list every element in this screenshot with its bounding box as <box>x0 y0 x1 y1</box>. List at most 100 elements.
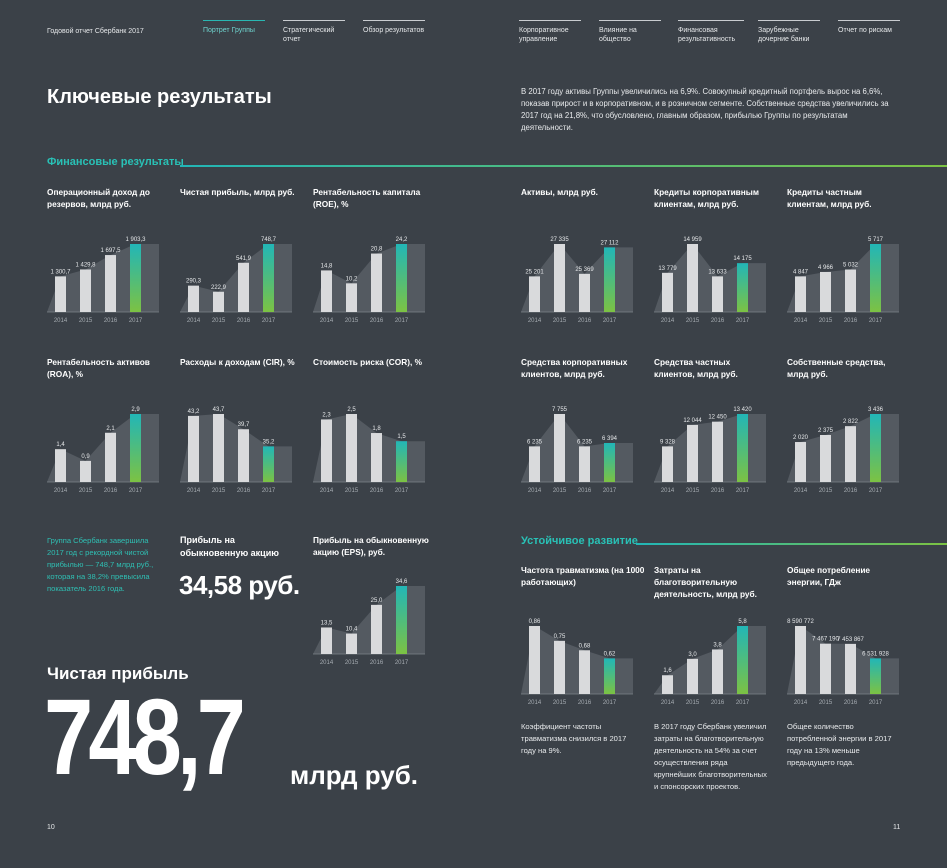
tick-label: 2016 <box>104 488 118 494</box>
net-profit-unit: млрд руб. <box>290 760 418 790</box>
data-label: 2 375 <box>818 428 834 434</box>
net-profit-label: Чистая прибыль <box>47 664 189 683</box>
page-title: Ключевые результаты <box>47 86 272 108</box>
tick-label: 2016 <box>844 318 858 324</box>
chart-bar <box>737 414 748 482</box>
data-label: 7 453 867 <box>837 637 864 643</box>
data-label: 0,75 <box>554 634 566 640</box>
tick-label: 2014 <box>54 318 68 324</box>
tick-label: 2014 <box>661 700 675 706</box>
tick-label: 2016 <box>711 488 725 494</box>
data-label: 5,8 <box>738 619 747 625</box>
chart-svg: 290,3 2014 222,9 2015 541,9 2016 748,7 2017 <box>180 237 292 324</box>
data-label: 0,62 <box>604 651 616 657</box>
chart-roa: 1,4 2014 0,9 2015 2,1 2016 2,9 2017 <box>47 392 159 496</box>
chart-svg: 6 235 2014 7 755 2015 6 235 2016 6 394 2017 <box>521 407 633 494</box>
chart-bar <box>662 272 673 312</box>
section-divider-financial <box>180 165 947 167</box>
nav-group-portrait[interactable]: Портрет Группы <box>203 20 265 35</box>
tick-label: 2017 <box>603 318 617 324</box>
tick-label: 2016 <box>711 700 725 706</box>
chart-svg: 2 020 2014 2 375 2015 2 822 2016 3 436 2017 <box>787 407 899 494</box>
nav-financial-performance[interactable]: Финансовая результативность <box>678 20 744 44</box>
nav-social-impact[interactable]: Влияние на общество <box>599 20 661 44</box>
data-label: 8 590 772 <box>787 619 814 625</box>
chart-svg: 0,86 2014 0,75 2015 0,68 2016 0,62 2017 <box>521 619 633 706</box>
chart-bar <box>371 433 382 482</box>
chart-bar <box>795 276 806 312</box>
chart-bar <box>579 273 590 312</box>
chart-bar <box>396 441 407 482</box>
chart-charity: 1,6 2014 3,0 2015 3,8 2016 5,8 2017 <box>654 604 766 708</box>
chart-bar <box>712 276 723 312</box>
tick-label: 2014 <box>320 660 334 666</box>
data-label: 0,86 <box>529 619 541 625</box>
chart-svg: 13,5 2014 10,4 2015 25,0 2016 34,6 2017 <box>313 579 425 666</box>
tick-label: 2015 <box>79 318 93 324</box>
data-label: 14 175 <box>733 256 752 262</box>
chart-bar <box>845 426 856 482</box>
chart-bar <box>870 414 881 482</box>
data-label: 1 300,7 <box>50 269 71 275</box>
chart-bar <box>820 271 831 312</box>
nav-results-review[interactable]: Обзор результатов <box>363 20 425 35</box>
chart-retail-funds: 9 328 2014 12 044 2015 12 450 2016 13 420 2017 <box>654 392 766 496</box>
chart-title: Расходы к доходам (CIR), % <box>180 357 295 367</box>
data-label: 222,9 <box>211 285 227 291</box>
tick-label: 2016 <box>578 488 592 494</box>
chart-bar <box>130 244 141 312</box>
tick-label: 2016 <box>104 318 118 324</box>
chart-bar <box>55 276 66 312</box>
data-label: 13 779 <box>658 266 677 272</box>
tick-label: 2014 <box>320 318 334 324</box>
chart-bar <box>130 414 141 482</box>
tick-label: 2014 <box>528 700 542 706</box>
tick-label: 2017 <box>129 488 143 494</box>
tick-label: 2014 <box>661 318 675 324</box>
tick-label: 2014 <box>187 488 201 494</box>
nav-risk-report[interactable]: Отчет по рискам <box>838 20 900 35</box>
tick-label: 2015 <box>345 660 359 666</box>
chart-svg: 14,8 2014 10,2 2015 20,8 2016 24,2 2017 <box>313 237 425 324</box>
chart-svg: 13 779 2014 14 959 2015 13 633 2016 14 175 2017 <box>654 237 766 324</box>
nav-foreign-subsidiaries[interactable]: Зарубежные дочерние банки <box>758 20 820 44</box>
chart-operating-income: 1 300,7 2014 1 429,8 2015 1 697,5 2016 1 903,3… <box>47 222 159 326</box>
chart-bar <box>845 643 856 694</box>
data-label: 4 847 <box>793 269 809 275</box>
chart-bar <box>579 446 590 482</box>
chart-title: Стоимость риска (COR), % <box>313 357 422 367</box>
data-label: 290,3 <box>186 279 202 285</box>
tick-label: 2015 <box>819 488 833 494</box>
chart-title: Средства частных клиентов, млрд руб. <box>654 357 738 379</box>
chart-bar <box>687 424 698 482</box>
tick-label: 2017 <box>869 318 883 324</box>
tick-label: 2016 <box>844 488 858 494</box>
data-label: 2,1 <box>106 426 115 432</box>
tick-label: 2016 <box>370 318 384 324</box>
chart-title: Чистая прибыль, млрд руб. <box>180 187 295 197</box>
data-label: 2,9 <box>131 407 140 413</box>
chart-title: Прибыль на обыкновенную акцию (EPS), руб… <box>313 535 429 557</box>
data-label: 2,3 <box>322 412 331 418</box>
tick-label: 2017 <box>869 700 883 706</box>
eps-label: Прибыль на обыкновенную акцию <box>180 535 279 558</box>
chart-svg: 1 300,7 2014 1 429,8 2015 1 697,5 2016 1 903,3… <box>47 237 159 324</box>
chart-bar <box>263 446 274 482</box>
tick-label: 2016 <box>370 660 384 666</box>
nav-corporate-governance[interactable]: Корпоративное управление <box>519 20 581 44</box>
chart-bar <box>321 627 332 654</box>
data-label: 2,5 <box>347 407 356 413</box>
data-label: 14 959 <box>683 237 702 243</box>
tick-label: 2015 <box>212 488 226 494</box>
tick-label: 2017 <box>603 488 617 494</box>
tick-label: 2017 <box>603 700 617 706</box>
chart-title: Кредиты корпоративным клиентам, млрд руб… <box>654 187 760 209</box>
data-label: 13,5 <box>321 620 333 626</box>
chart-bar <box>371 253 382 312</box>
nav-strategic-report[interactable]: Стратегический отчет <box>283 20 345 44</box>
chart-bar <box>346 283 357 312</box>
chart-bar <box>238 429 249 482</box>
chart-bar <box>80 460 91 482</box>
chart-bar <box>529 276 540 312</box>
chart-bar <box>737 263 748 312</box>
